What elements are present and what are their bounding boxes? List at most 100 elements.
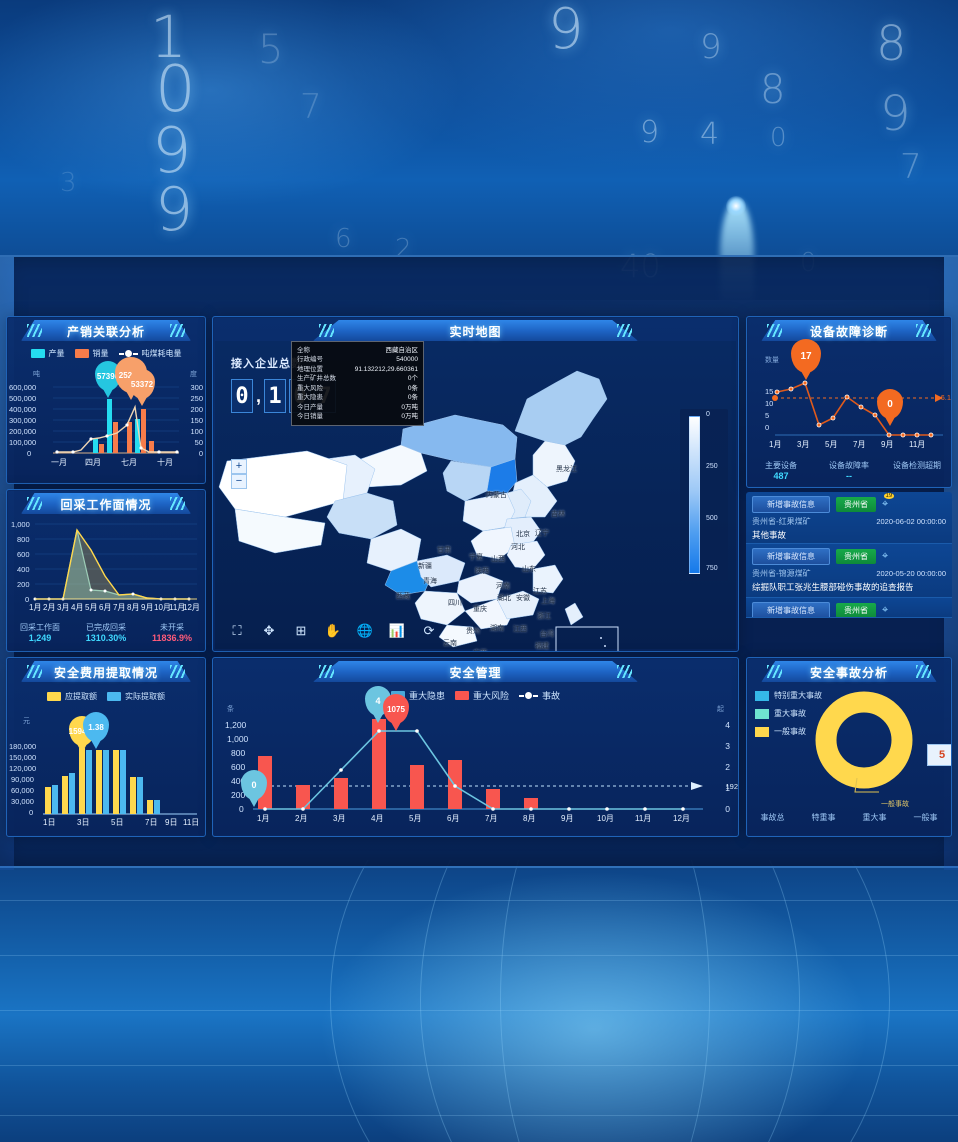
list-item[interactable]: 新增事故信息 贵州省 ⌖ 贵州省-锦源煤矿 2020-05-20 00:00:0… xyxy=(746,544,952,598)
province-label: 福建 xyxy=(535,643,549,650)
legend-item-due-amount: 应提取额 xyxy=(47,691,97,702)
legend-item-actual-amount: 实际提取额 xyxy=(107,691,165,702)
tooltip-row: 今日产量 0万吨 xyxy=(297,403,418,411)
card-title: 其他事故 xyxy=(752,530,787,540)
card-title: 综掘队职工张兆生腰部碰伤事故的追查报告 xyxy=(752,582,914,592)
map-zoom-controls[interactable]: + − xyxy=(231,459,247,489)
panel-title-map: 实时地图 xyxy=(312,320,639,342)
tooltip-row: 今日销量 0万吨 xyxy=(297,412,418,420)
map-toolbar[interactable]: ⛶ ✥ ⊞ ✋ 🌐 📊 ⟳ xyxy=(227,621,439,641)
province-label: 内蒙古 xyxy=(486,492,507,499)
legend-accident-analysis: 特别重大事故 重大事故 一般事故 xyxy=(755,690,822,737)
location-pin-icon: ⌖ xyxy=(882,550,889,562)
list-item[interactable]: 新增事故信息 贵州省 ⌖ xyxy=(746,598,952,618)
card-province-badge: 贵州省 xyxy=(836,497,876,512)
province-label: 贵州 xyxy=(466,628,480,635)
digit: 0 xyxy=(231,379,253,413)
legend-item-major-risk: 重大风险 xyxy=(454,689,509,702)
stat-general-accidents: 一般事 xyxy=(913,813,938,822)
panel-safety-management: 安全管理 重大隐患 重大风险 事故 条 起 1,200 1,000 800 60… xyxy=(212,657,739,837)
province-label: 台湾 xyxy=(540,631,554,638)
panel-mining-face: 回采工作面情况 1,000 800 600 400 200 0 xyxy=(6,489,206,652)
stat-completed: 已完成回采 1310.30% xyxy=(85,623,127,643)
donut-slice-label: 一般事故 xyxy=(881,801,909,808)
stat-total-accidents: 事故总 xyxy=(760,813,785,822)
card-province-badge: 贵州省 xyxy=(836,603,876,617)
province-label: 江西 xyxy=(513,626,527,633)
location-pin-icon: ⌖ xyxy=(882,498,889,510)
card-tag: 新增事故信息 xyxy=(752,602,830,617)
panel-title-safety-mgmt: 安全管理 xyxy=(312,661,639,683)
panel-accident-analysis: 安全事故分析 特别重大事故 重大事故 一般事故 一般事故 5 xyxy=(746,657,952,837)
panel-realtime-map: 实时地图 xyxy=(212,316,739,652)
globe-icon[interactable]: 🌐 xyxy=(356,623,374,638)
collapse-icon[interactable]: ⊞ xyxy=(295,623,307,638)
beam-dot xyxy=(726,196,746,216)
panel-title-text: 安全管理 xyxy=(449,665,502,680)
card-count-badge: 19 xyxy=(883,493,895,499)
stat-failure-rate: 设备故障率 -- xyxy=(829,461,869,481)
panel-safety-fee: 安全费用提取情况 应提取额 实际提取额 元 180,000 150,000 12… xyxy=(6,657,206,837)
map-canvas[interactable]: 黑龙江 内蒙古 吉林 辽宁 新疆 甘肃 山西 河北 北京 陕西 山东 河南 四川… xyxy=(215,341,738,651)
title-slash-left-icon xyxy=(26,497,42,510)
china-map-svg[interactable] xyxy=(215,341,738,651)
chart-safety-fee: 元 180,000 150,000 120,000 90,000 60,000 … xyxy=(7,710,205,836)
expand-icon[interactable]: ✥ xyxy=(263,623,275,638)
chart-mining-face: 1,000 800 600 400 200 0 xyxy=(7,518,205,618)
province-label: 浙江 xyxy=(537,613,551,620)
balloon-actual-amount: 1.38 xyxy=(83,712,109,742)
footer-stats-accident: 事故总 特重事 重大事 一般事 xyxy=(747,812,951,823)
color-gradient xyxy=(689,416,700,574)
mining-face-plot-svg xyxy=(33,523,197,601)
legend-safety-mgmt: 重大隐患 重大风险 事故 xyxy=(213,689,738,702)
chart-icon[interactable]: 📊 xyxy=(388,623,406,638)
side-badge[interactable]: 5 xyxy=(927,744,951,766)
title-slash-right-icon xyxy=(915,665,931,678)
panel-title-text: 产销关联分析 xyxy=(66,324,145,339)
balloon-risk-max: 1075 xyxy=(383,694,409,724)
donut-chart-svg xyxy=(815,691,913,793)
legend-item-sales: 销量 xyxy=(74,348,109,359)
card-tag: 新增事故信息 xyxy=(752,496,830,513)
enterprise-total-label: 接入企业总数 xyxy=(231,358,303,370)
province-label: 宁夏 xyxy=(469,554,483,561)
map-zoom-out-button[interactable]: − xyxy=(231,474,247,489)
legend-item-accident: 事故 xyxy=(519,689,560,702)
title-slash-left-icon xyxy=(318,324,334,337)
balloon-device-max: 17 xyxy=(791,339,821,373)
colorbar-tick: 750 xyxy=(706,565,718,572)
stat-mining-face: 回采工作面 1,249 xyxy=(20,623,60,643)
colorbar-tick: 250 xyxy=(706,463,718,470)
legend-production: 产量 销量 吨煤耗电量 xyxy=(7,348,205,359)
card-meta: 贵州省-红果煤矿 2020-06-02 00:00:00 xyxy=(752,516,946,527)
colorbar-tick: 500 xyxy=(706,515,718,522)
device-plot-svg xyxy=(772,380,943,438)
hand-icon[interactable]: ✋ xyxy=(324,623,342,638)
location-pin-icon: ⌖ xyxy=(882,604,889,616)
map-color-legend: 0 250 500 750 xyxy=(680,409,728,581)
title-slash-left-icon xyxy=(26,324,42,337)
panel-title-text: 回采工作面情况 xyxy=(60,497,152,512)
refresh-icon[interactable]: ⟳ xyxy=(423,623,435,638)
list-item[interactable]: 新增事故信息 贵州省 ⌖ 19 贵州省-红果煤矿 2020-06-02 00:0… xyxy=(746,492,952,544)
background-bottom-globe xyxy=(0,860,958,1142)
panel-production-analysis: 产销关联分析 产量 销量 吨煤耗电量 吨 度 600,000 500,000 4… xyxy=(6,316,206,484)
select-icon[interactable]: ⛶ xyxy=(232,623,242,638)
footer-stats-device: 主要设备 487 设备故障率 -- 设备检测超期 xyxy=(747,460,951,481)
map-zoom-in-button[interactable]: + xyxy=(231,459,247,474)
legend-item-general: 一般事故 xyxy=(755,726,822,737)
tooltip-row: 全称 西藏自治区 xyxy=(297,347,418,354)
stat-unmined: 未开采 11836.9% xyxy=(151,623,193,643)
safety-mgmt-average-label: 192 xyxy=(725,782,738,791)
province-label: 辽宁 xyxy=(535,530,549,537)
map-tooltip: 全称 西藏自治区 行政编号 540000 地理位置 91.132212,29.6603… xyxy=(291,341,424,427)
footer-stats-mining-face: 回采工作面 1,249 已完成回采 1310.30% 未开采 11836.9% xyxy=(7,622,205,643)
legend-safety-fee: 应提取额 实际提取额 xyxy=(7,691,205,702)
digit-separator: , xyxy=(256,385,262,406)
province-label: 四川 xyxy=(448,600,462,607)
panel-title-accident-analysis: 安全事故分析 xyxy=(761,661,937,683)
province-label: 甘肃 xyxy=(437,547,451,554)
legend-item-extreme: 特别重大事故 xyxy=(755,690,822,701)
panel-title-device: 设备故障诊断 xyxy=(761,320,937,342)
